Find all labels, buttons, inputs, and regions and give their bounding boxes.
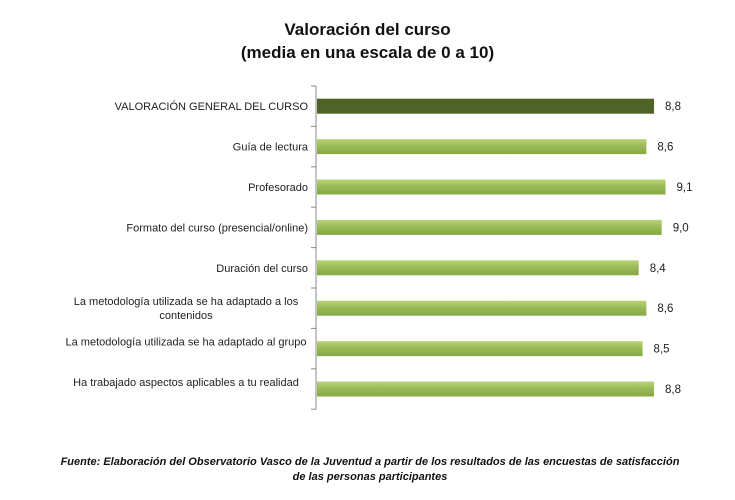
bar	[317, 381, 655, 397]
data-label: 9,1	[677, 182, 693, 194]
data-label: 8,8	[665, 384, 681, 396]
data-label: 8,5	[654, 344, 670, 356]
data-label: 9,0	[673, 222, 689, 234]
category-label: La metodología utilizada se ha adaptado …	[74, 296, 299, 322]
data-label: 8,8	[665, 101, 681, 113]
category-label: Guía de lectura	[233, 142, 309, 154]
bar	[317, 179, 666, 195]
data-label: 8,4	[650, 263, 667, 275]
bar	[317, 219, 662, 235]
bar-chart: 8,8 VALORACIÓN GENERAL DEL CURSO 8,6 Guía d…	[66, 85, 693, 410]
category-label: Profesorado	[248, 182, 308, 194]
bar	[317, 260, 639, 276]
category-label: Formato del curso (presencial/online)	[126, 222, 308, 234]
data-label: 8,6	[657, 303, 673, 315]
bar	[317, 139, 647, 155]
bar	[317, 300, 647, 316]
category-label: Duración del curso	[216, 263, 308, 275]
chart-subtitle: (media en una escala de 0 a 10)	[240, 43, 495, 62]
category-label: La metodología utilizada se ha adaptado …	[66, 337, 307, 349]
data-label: 8,6	[657, 142, 673, 154]
bar	[317, 98, 655, 114]
category-label: Ha trabajado aspectos aplicables a tu re…	[73, 377, 299, 389]
bar	[317, 341, 643, 357]
source-note: Fuente: Elaboración del Observatorio Vas…	[60, 456, 680, 483]
chart-title: Valoración del curso	[284, 20, 451, 39]
category-label: VALORACIÓN GENERAL DEL CURSO	[115, 100, 309, 113]
